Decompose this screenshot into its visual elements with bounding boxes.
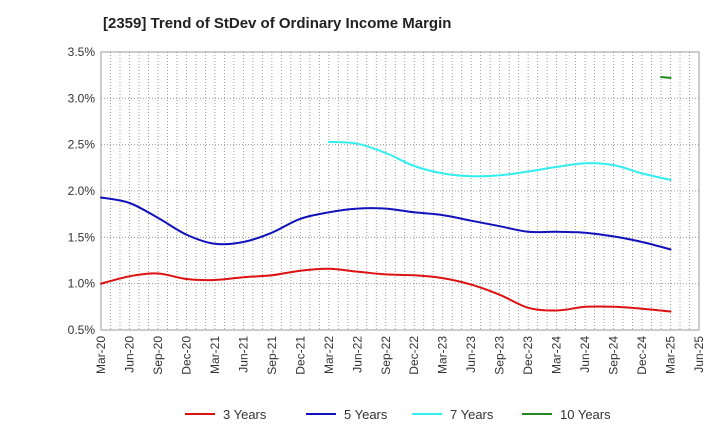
y-tick-label: 1.5%: [68, 230, 96, 244]
legend: 3 Years 5 Years 7 Years 10 Years: [185, 407, 611, 422]
x-axis: Mar-20 Jun-20 Sep-20 Dec-20 Mar-21 Jun-21 Sep-…: [94, 336, 706, 375]
x-tick-label: Dec-22: [407, 336, 421, 375]
x-tick-label: Mar-22: [322, 336, 336, 374]
legend-label-3-years: 3 Years: [223, 407, 267, 422]
plot-area: [100, 51, 700, 331]
y-tick-label: 0.5%: [68, 323, 96, 337]
series-line-3-years: [100, 267, 672, 313]
series-line-10-years: [660, 76, 672, 79]
x-tick-label: Dec-21: [293, 336, 307, 375]
x-tick-label: Mar-25: [664, 336, 678, 374]
x-tick-label: Jun-25: [692, 336, 706, 373]
y-tick-label: 3.0%: [68, 91, 96, 105]
y-axis: 0.5% 1.0% 1.5% 2.0% 2.5% 3.0% 3.5%: [68, 45, 96, 337]
legend-label-10-years: 10 Years: [560, 407, 611, 422]
x-tick-label: Sep-22: [379, 336, 393, 375]
y-tick-label: 2.5%: [68, 138, 96, 152]
legend-label-7-years: 7 Years: [450, 407, 494, 422]
x-tick-label: Mar-24: [550, 336, 564, 374]
x-tick-label: Mar-20: [94, 336, 108, 374]
x-tick-label: Dec-24: [635, 336, 649, 375]
y-tick-label: 3.5%: [68, 45, 96, 59]
x-tick-label: Dec-20: [179, 336, 193, 375]
plot-frame: [100, 51, 700, 331]
series-line-5-years: [100, 196, 672, 251]
series-line-7-years: [327, 140, 672, 181]
x-tick-label: Jun-24: [578, 336, 592, 373]
legend-label-5-years: 5 Years: [344, 407, 388, 422]
chart-title: [2359] Trend of StDev of Ordinary Income…: [103, 15, 451, 32]
y-tick-label: 2.0%: [68, 184, 96, 198]
x-tick-label: Jun-20: [122, 336, 136, 373]
y-tick-label: 1.0%: [68, 277, 96, 291]
x-tick-label: Sep-20: [151, 336, 165, 375]
x-tick-label: Sep-23: [493, 336, 507, 375]
x-tick-label: Mar-23: [436, 336, 450, 374]
x-tick-label: Dec-23: [521, 336, 535, 375]
x-tick-label: Jun-22: [350, 336, 364, 373]
grid: [101, 52, 699, 330]
series-lines: [100, 76, 672, 313]
x-tick-label: Jun-21: [236, 336, 250, 373]
x-tick-label: Sep-21: [265, 336, 279, 375]
x-tick-label: Mar-21: [208, 336, 222, 374]
x-tick-label: Sep-24: [607, 336, 621, 375]
x-tick-label: Jun-23: [464, 336, 478, 373]
